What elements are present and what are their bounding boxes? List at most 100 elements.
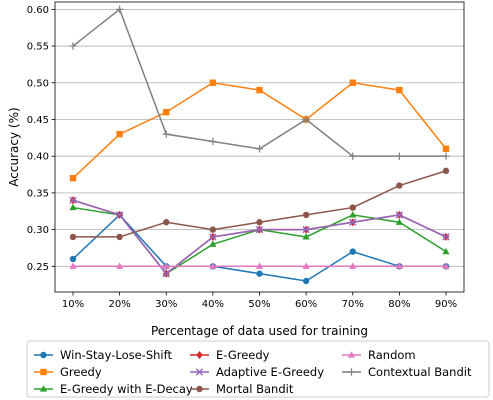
data-point: [116, 130, 123, 138]
data-point: [255, 225, 264, 234]
legend-label: Win-Stay-Lose-Shift: [60, 348, 172, 362]
series-adaptive-e-greedy: [69, 196, 450, 278]
x-tick-label: 80%: [388, 299, 410, 310]
legend-swatch-marker: [196, 385, 203, 393]
data-point: [349, 218, 357, 226]
y-tick-label: 0.40: [27, 152, 49, 163]
legend-label: Mortal Bandit: [216, 382, 294, 396]
y-tick-label: 0.25: [27, 262, 49, 273]
y-tick-label: 0.55: [27, 42, 49, 53]
legend-entry-random: Random: [342, 348, 416, 362]
data-point: [162, 262, 170, 269]
legend-swatch-marker: [347, 351, 356, 358]
legend-label: E-Greedy with E-Decay: [60, 382, 193, 396]
data-point: [256, 219, 263, 226]
data-point: [209, 233, 217, 241]
data-point: [255, 145, 264, 153]
data-point: [302, 233, 310, 240]
y-tick-label: 0.60: [27, 5, 49, 16]
data-point: [302, 115, 310, 124]
data-point: [163, 219, 170, 226]
legend: Win-Stay-Lose-Shift Greedy E-Greedy with E…: [26, 340, 490, 398]
legend-entry-e-greedy-with-e-decay: E-Greedy with E-Decay: [34, 382, 193, 396]
data-point: [349, 248, 356, 255]
legend-swatch-marker: [195, 368, 204, 376]
legend-entry-adaptive-e-greedy: Adaptive E-Greedy: [190, 365, 324, 379]
data-point: [442, 262, 450, 269]
legend-entry-contextual-bandit: Contextual Bandit: [342, 365, 472, 379]
data-point: [115, 5, 124, 14]
data-point: [396, 182, 403, 189]
data-point: [162, 269, 170, 278]
x-tick-label: 90%: [435, 299, 457, 310]
series-random: [69, 262, 450, 269]
data-point: [69, 196, 77, 204]
data-point: [395, 211, 404, 219]
legend-entry-mortal-bandit: Mortal Bandit: [190, 382, 294, 396]
data-point: [395, 262, 403, 269]
y-tick-label: 0.35: [27, 188, 49, 199]
data-point: [162, 130, 170, 138]
y-tick-label: 0.50: [27, 78, 49, 89]
data-point: [349, 262, 357, 269]
data-point: [442, 247, 450, 255]
y-tick-label: 0.45: [27, 115, 49, 126]
data-point: [256, 86, 263, 94]
data-point: [163, 108, 170, 116]
data-point: [69, 233, 77, 241]
legend-label: E-Greedy: [216, 348, 270, 362]
data-point: [69, 262, 77, 269]
data-point: [442, 145, 450, 153]
series-mortal-bandit: [69, 167, 450, 241]
data-point: [209, 240, 217, 247]
x-tick-label: 40%: [202, 299, 224, 310]
tick-marks: [51, 8, 447, 296]
data-point: [349, 211, 357, 218]
data-point: [395, 152, 404, 160]
data-point: [349, 152, 357, 160]
data-point: [209, 137, 217, 146]
legend-frame: [26, 340, 490, 398]
legend-swatch-marker: [40, 368, 47, 376]
data-point: [209, 226, 217, 233]
data-point: [395, 218, 403, 225]
x-tick-label: 50%: [248, 299, 270, 310]
series-layer: [69, 5, 450, 285]
data-point: [69, 255, 77, 263]
data-point: [115, 211, 124, 219]
data-point: [116, 262, 124, 269]
data-point: [349, 79, 356, 86]
x-tick-label: 10%: [62, 299, 84, 310]
x-tick-label: 20%: [109, 299, 131, 310]
series-greedy: [69, 79, 450, 182]
legend-swatch-marker: [347, 368, 356, 376]
x-axis-label: Percentage of data used for training: [151, 324, 368, 338]
legend-label: Random: [368, 348, 416, 362]
legend-label: Greedy: [60, 365, 102, 379]
data-point: [349, 204, 356, 211]
data-point: [69, 42, 77, 50]
legend-swatch-marker: [196, 351, 203, 359]
data-point: [396, 86, 403, 94]
legend-entry-win-stay-lose-shift: Win-Stay-Lose-Shift: [34, 348, 172, 362]
data-point: [69, 203, 77, 211]
data-point: [302, 262, 310, 269]
legend-swatch-marker: [40, 351, 47, 359]
y-tick-label: 0.30: [27, 225, 49, 236]
data-point: [209, 79, 217, 86]
data-point: [255, 262, 264, 269]
legend-swatch-marker: [39, 385, 48, 392]
y-axis-label: Accuracy (%): [7, 107, 21, 186]
x-tick-label: 60%: [295, 299, 317, 310]
series-contextual-bandit: [69, 5, 450, 160]
data-point: [302, 211, 310, 219]
data-point: [256, 270, 263, 277]
legend-entry-e-greedy: E-Greedy: [190, 348, 270, 362]
data-point: [302, 277, 310, 285]
legend-label: Contextual Bandit: [368, 365, 472, 379]
data-point: [209, 262, 217, 269]
data-point: [442, 233, 450, 241]
data-point: [442, 152, 450, 160]
data-point: [116, 233, 123, 241]
